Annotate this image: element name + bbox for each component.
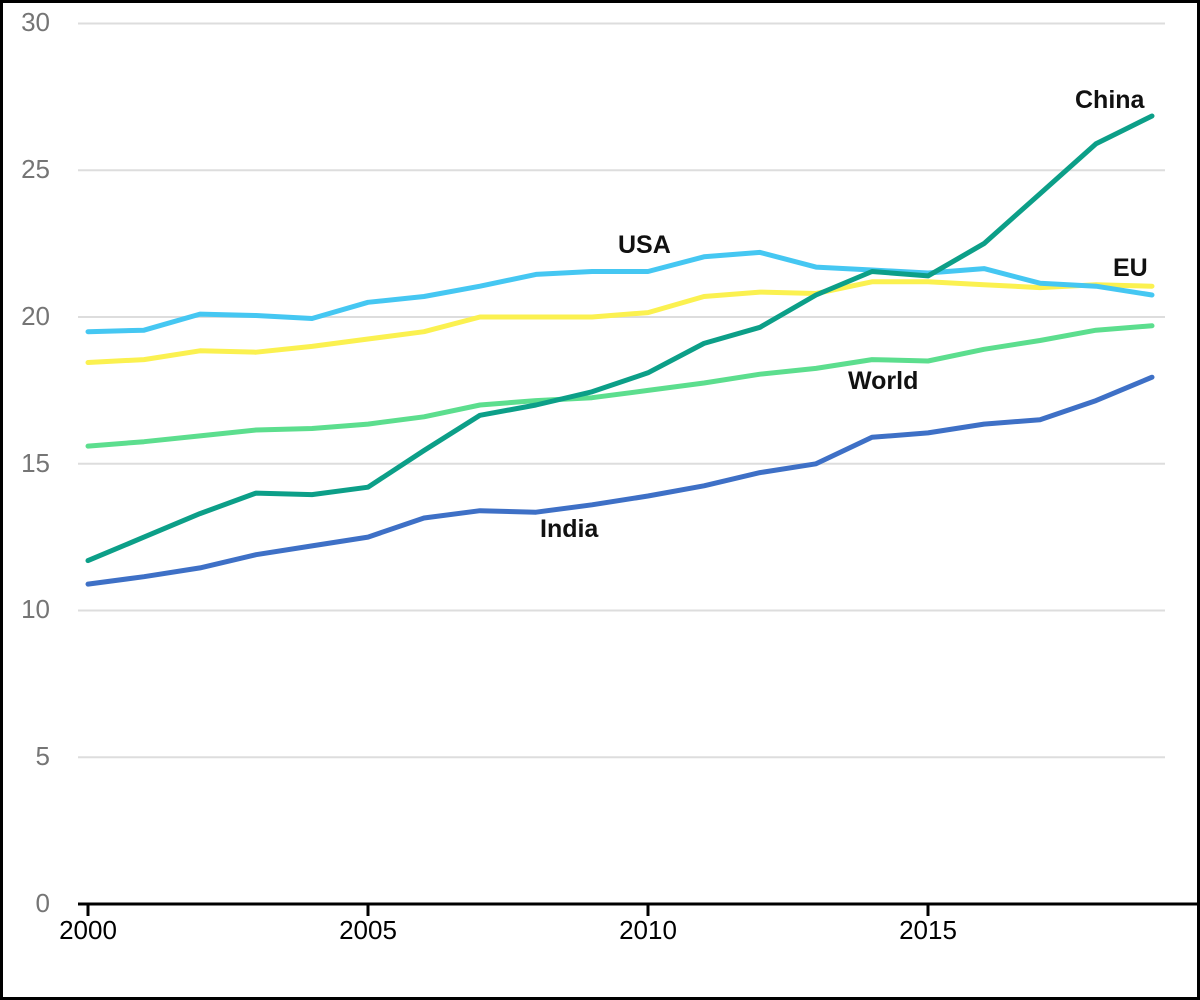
x-axis <box>78 902 1197 916</box>
y-axis-tick-label: 30 <box>21 7 50 37</box>
x-axis-tick-label: 2015 <box>899 915 957 945</box>
gridlines <box>78 22 1165 759</box>
line-world <box>85 323 1155 449</box>
x-axis-tick-label: 2005 <box>339 915 397 945</box>
series-label-usa: USA <box>618 231 671 259</box>
series-label-eu: EU <box>1113 254 1148 282</box>
y-axis-tick-label: 15 <box>21 448 50 478</box>
x-axis-tick-label: 2000 <box>59 915 117 945</box>
line-eu <box>85 279 1155 365</box>
line-usa <box>85 249 1155 335</box>
y-axis-tick-label: 0 <box>35 888 50 918</box>
series-label-india: India <box>540 515 599 543</box>
y-axis-tick-label: 5 <box>35 741 50 771</box>
y-axis-tick-label: 20 <box>21 301 50 331</box>
y-axis-tick-label: 10 <box>21 594 50 624</box>
series-label-china: China <box>1075 86 1145 114</box>
plot-area <box>78 22 1197 916</box>
y-axis-tick-label: 25 <box>21 154 50 184</box>
series-label-world: World <box>848 367 919 395</box>
x-axis-tick-label: 2010 <box>619 915 677 945</box>
line-india <box>85 374 1155 587</box>
line-china <box>85 113 1155 564</box>
